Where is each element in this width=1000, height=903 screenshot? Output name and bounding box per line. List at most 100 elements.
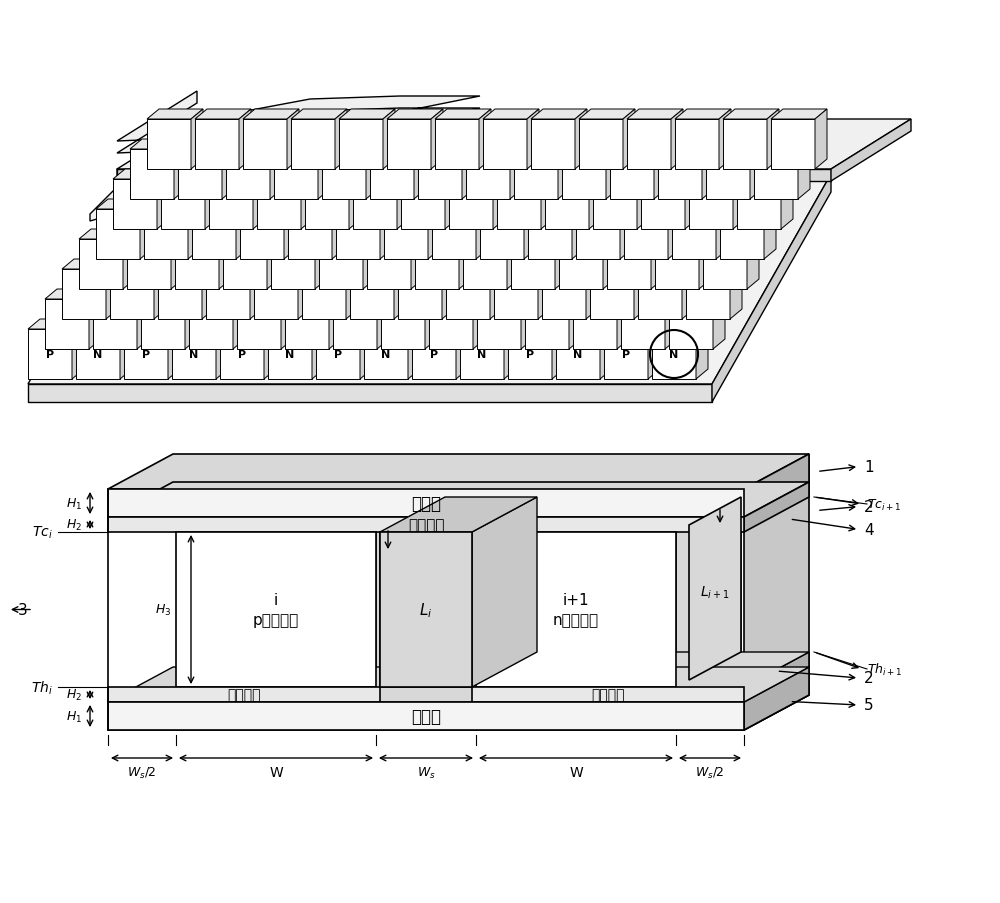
Polygon shape bbox=[545, 170, 601, 180]
Polygon shape bbox=[178, 140, 234, 150]
Polygon shape bbox=[411, 229, 423, 290]
Polygon shape bbox=[291, 110, 347, 120]
Polygon shape bbox=[108, 695, 809, 731]
Bar bbox=[268, 330, 312, 379]
Bar bbox=[380, 533, 472, 687]
Bar bbox=[108, 517, 744, 533]
Bar bbox=[449, 180, 493, 229]
Polygon shape bbox=[274, 140, 330, 150]
Bar bbox=[209, 180, 253, 229]
Polygon shape bbox=[284, 200, 296, 260]
Text: p型半导体: p型半导体 bbox=[253, 612, 299, 628]
Polygon shape bbox=[394, 260, 406, 320]
Bar bbox=[579, 120, 623, 170]
Polygon shape bbox=[669, 290, 725, 300]
Bar bbox=[412, 330, 456, 379]
Polygon shape bbox=[288, 200, 344, 209]
Polygon shape bbox=[510, 140, 522, 200]
Bar bbox=[285, 300, 329, 349]
Polygon shape bbox=[494, 260, 550, 270]
Polygon shape bbox=[302, 260, 358, 270]
Polygon shape bbox=[130, 140, 186, 150]
Polygon shape bbox=[524, 200, 536, 260]
Bar bbox=[542, 270, 586, 320]
Bar bbox=[316, 330, 360, 379]
Text: $Tc_i$: $Tc_i$ bbox=[32, 525, 53, 541]
Polygon shape bbox=[174, 140, 186, 200]
Bar bbox=[703, 239, 747, 290]
Polygon shape bbox=[685, 170, 697, 229]
Bar bbox=[172, 330, 216, 379]
Polygon shape bbox=[329, 290, 341, 349]
Polygon shape bbox=[637, 170, 649, 229]
Polygon shape bbox=[747, 229, 759, 290]
Polygon shape bbox=[195, 110, 251, 120]
Polygon shape bbox=[377, 290, 389, 349]
Polygon shape bbox=[603, 229, 615, 290]
Polygon shape bbox=[733, 170, 745, 229]
Polygon shape bbox=[226, 140, 282, 150]
Bar bbox=[675, 120, 719, 170]
Polygon shape bbox=[76, 320, 132, 330]
Bar bbox=[322, 150, 366, 200]
Polygon shape bbox=[562, 140, 618, 150]
Bar bbox=[610, 150, 654, 200]
Bar bbox=[45, 300, 89, 349]
Polygon shape bbox=[744, 667, 809, 731]
Polygon shape bbox=[239, 110, 251, 170]
Text: 3: 3 bbox=[18, 602, 28, 618]
Bar bbox=[415, 239, 459, 290]
Polygon shape bbox=[527, 110, 539, 170]
Polygon shape bbox=[339, 110, 395, 120]
Bar bbox=[514, 150, 558, 200]
Polygon shape bbox=[216, 320, 228, 379]
Polygon shape bbox=[364, 320, 420, 330]
Text: $Th_i$: $Th_i$ bbox=[31, 678, 53, 696]
Polygon shape bbox=[634, 260, 646, 320]
Bar bbox=[336, 209, 380, 260]
Polygon shape bbox=[117, 170, 831, 182]
Polygon shape bbox=[185, 290, 197, 349]
Text: 1: 1 bbox=[864, 460, 874, 474]
Bar bbox=[401, 180, 445, 229]
Polygon shape bbox=[318, 140, 330, 200]
Polygon shape bbox=[205, 170, 217, 229]
Bar bbox=[195, 120, 239, 170]
Polygon shape bbox=[383, 110, 395, 170]
Polygon shape bbox=[319, 229, 375, 239]
Bar bbox=[508, 330, 552, 379]
Polygon shape bbox=[689, 170, 745, 180]
Bar bbox=[556, 330, 600, 379]
Polygon shape bbox=[586, 260, 598, 320]
Polygon shape bbox=[569, 290, 581, 349]
Polygon shape bbox=[651, 229, 663, 290]
Polygon shape bbox=[333, 290, 389, 300]
Polygon shape bbox=[175, 229, 231, 239]
Polygon shape bbox=[387, 110, 443, 120]
Bar bbox=[176, 533, 376, 687]
Bar bbox=[398, 270, 442, 320]
Bar bbox=[494, 270, 538, 320]
Bar bbox=[604, 330, 648, 379]
Polygon shape bbox=[676, 498, 741, 687]
Polygon shape bbox=[559, 229, 615, 239]
Polygon shape bbox=[555, 229, 567, 290]
Polygon shape bbox=[541, 170, 553, 229]
Polygon shape bbox=[720, 200, 776, 209]
Polygon shape bbox=[380, 498, 537, 533]
Polygon shape bbox=[648, 320, 660, 379]
Polygon shape bbox=[538, 260, 550, 320]
Bar bbox=[339, 120, 383, 170]
Bar bbox=[720, 209, 764, 260]
Polygon shape bbox=[442, 260, 454, 320]
Polygon shape bbox=[542, 260, 598, 270]
Polygon shape bbox=[764, 200, 776, 260]
Bar bbox=[460, 330, 504, 379]
Bar bbox=[291, 120, 335, 170]
Bar bbox=[624, 209, 668, 260]
Bar bbox=[672, 209, 716, 260]
Bar bbox=[243, 120, 287, 170]
Polygon shape bbox=[477, 290, 533, 300]
Text: $L_i$: $L_i$ bbox=[419, 600, 433, 619]
Polygon shape bbox=[191, 110, 203, 170]
